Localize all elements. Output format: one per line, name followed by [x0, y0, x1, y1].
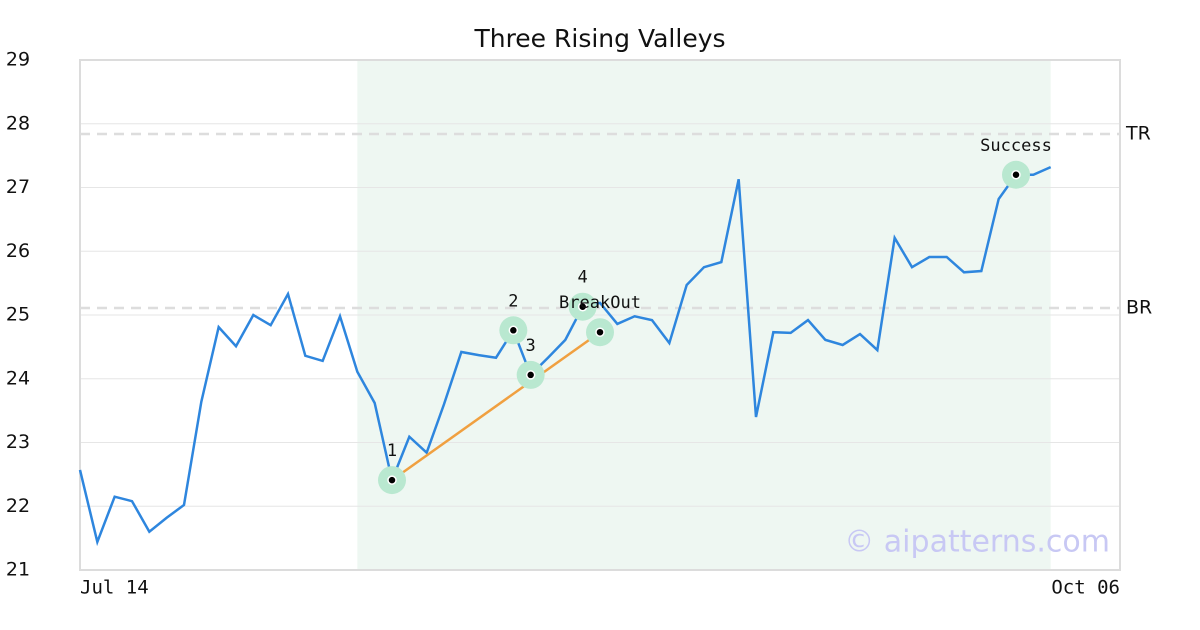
- y-tick-label: 22: [6, 495, 30, 517]
- y-tick-label: 29: [6, 49, 30, 71]
- annotation-dot: [525, 370, 536, 380]
- level-label: TR: [1125, 122, 1151, 144]
- plot-frame: [79, 59, 1121, 571]
- price-line: [78, 165, 1052, 547]
- annotation-label: Success: [980, 136, 1052, 156]
- y-tick-label: 23: [6, 431, 30, 453]
- annotation-dot: [508, 325, 519, 336]
- trend-line: [391, 331, 601, 482]
- annotation-label: 2: [508, 291, 518, 311]
- chart-title: Three Rising Valleys: [473, 24, 725, 53]
- y-tick-label: 25: [6, 304, 30, 326]
- y-tick-label: 27: [6, 176, 30, 198]
- annotation-label: 1: [387, 441, 397, 461]
- annotation-dot: [387, 475, 397, 485]
- level-label: BR: [1126, 296, 1152, 318]
- annotation-label: 4: [578, 268, 588, 288]
- x-tick-label: Oct 06: [1051, 577, 1120, 599]
- annotation-dot: [577, 301, 588, 312]
- annotation-dot: [595, 327, 605, 337]
- y-tick-label: 28: [6, 112, 30, 134]
- annotation-label: BreakOut: [559, 293, 641, 313]
- annotation-label: 3: [526, 336, 536, 356]
- watermark: © aipatterns.com: [844, 525, 1110, 560]
- annotation-dot: [1011, 170, 1021, 180]
- x-tick-label: Jul 14: [80, 577, 149, 599]
- y-tick-label: 21: [6, 559, 30, 581]
- y-tick-label: 24: [6, 367, 30, 389]
- y-tick-label: 26: [6, 240, 30, 262]
